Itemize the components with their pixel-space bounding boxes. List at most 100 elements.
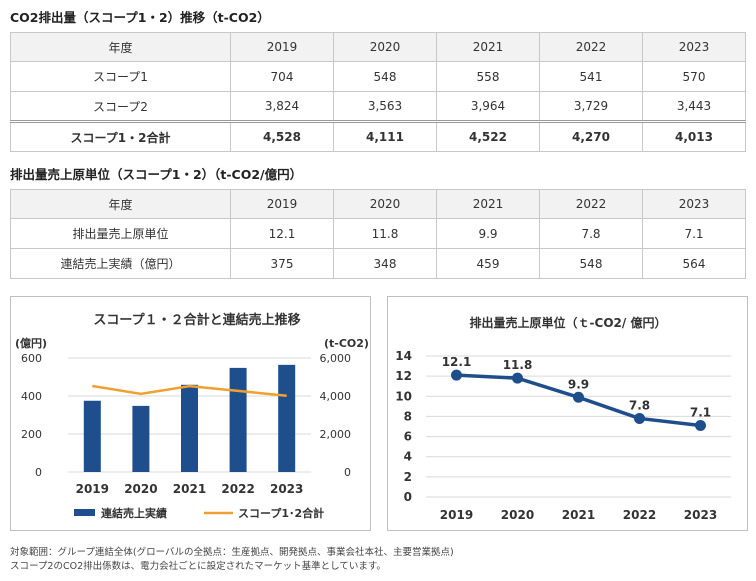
chart1-left-axis-unit: (億円)	[15, 336, 47, 350]
data-label: 9.9	[568, 377, 589, 391]
y2-tick-label: 6,000	[320, 352, 352, 365]
table-row: スコープ1 704 548 558 541 570	[10, 61, 746, 92]
y-tick-label: 0	[404, 490, 412, 504]
x-tick-label: 2019	[440, 508, 473, 522]
y-tick-label: 12	[395, 369, 412, 383]
data-label: 12.1	[442, 355, 472, 369]
table-cell: 7.1	[642, 218, 746, 249]
y-tick-label: 8	[404, 409, 412, 423]
table-total-row: スコープ1・2合計 4,528 4,111 4,522 4,270 4,013	[10, 120, 746, 152]
header-cell: 2020	[333, 32, 437, 62]
row-label: 連結売上実績（億円）	[10, 248, 231, 279]
x-tick-label: 2021	[562, 508, 595, 522]
x-tick-label: 2020	[124, 482, 157, 496]
row-label: スコープ2	[10, 91, 231, 122]
row-label: スコープ1・2合計	[10, 120, 231, 152]
x-tick-label: 2021	[173, 482, 206, 496]
data-label: 7.1	[690, 405, 711, 419]
intensity-chart: 排出量売上原単位（ｔ-CO2/ 億円） 0 2 4 6 8 10 12 14 12.1 11.8…	[395, 315, 731, 522]
sales-emissions-chart: スコープ１・２合計と連結売上推移 (億円) (t-CO2) 0 200 400 600…	[15, 312, 369, 520]
x-tick-label: 2022	[623, 508, 656, 522]
y-tick-label: 0	[35, 466, 42, 479]
y2-tick-label: 0	[344, 466, 351, 479]
point-intensity	[512, 372, 523, 384]
co2-emissions-table: 年度 2019 2020 2021 2022 2023 スコープ1 704 54…	[10, 32, 746, 152]
table-cell: 558	[436, 61, 540, 92]
line-emissions	[92, 384, 287, 397]
x-tick-label: 2019	[76, 482, 109, 496]
table-cell: 570	[642, 61, 746, 92]
table-cell: 348	[333, 248, 437, 279]
table-cell: 9.9	[436, 218, 540, 249]
x-tick-label: 2020	[501, 508, 534, 522]
table-cell: 3,964	[436, 91, 540, 122]
bar-sales	[278, 364, 296, 472]
point-intensity	[634, 412, 645, 424]
y-tick-label: 200	[21, 428, 42, 441]
y-tick-label: 600	[21, 352, 42, 365]
point-intensity	[573, 391, 584, 403]
y-tick-label: 4	[404, 450, 412, 464]
y-tick-label: 400	[21, 390, 42, 403]
table-cell: 4,528	[230, 120, 334, 152]
point-intensity	[451, 369, 462, 381]
row-label: スコープ1	[10, 61, 231, 92]
header-cell: 2019	[230, 189, 334, 219]
y-tick-label: 6	[404, 430, 412, 444]
chart2-title: 排出量売上原単位（ｔ-CO2/ 億円）	[470, 315, 667, 330]
header-cell: 2022	[539, 32, 643, 62]
data-label: 11.8	[503, 358, 533, 372]
header-cell: 2019	[230, 32, 334, 62]
bar-sales	[181, 384, 198, 472]
table-cell: 3,824	[230, 91, 334, 122]
table-cell: 459	[436, 248, 540, 279]
bar-sales	[229, 367, 247, 472]
table2-title: 排出量売上原単位（スコープ1・2）（t-CO2/億円）	[10, 167, 303, 182]
header-cell: 2020	[333, 189, 437, 219]
table-header-row: 年度 2019 2020 2021 2022 2023	[10, 32, 746, 62]
header-cell: 2023	[642, 189, 746, 219]
y-tick-label: 10	[395, 389, 412, 403]
header-cell: 2021	[436, 32, 540, 62]
x-tick-label: 2022	[221, 482, 254, 496]
chart1-right-axis-unit: (t-CO2)	[324, 337, 369, 350]
chart1-legend: 連結売上実績 スコープ1･2合計	[74, 506, 324, 520]
table-cell: 11.8	[333, 218, 437, 249]
table-cell: 548	[333, 61, 437, 92]
table-row: 連結売上実績（億円） 375 348 459 548 564	[10, 248, 746, 279]
legend-label-emissions: スコープ1･2合計	[238, 506, 324, 520]
table-cell: 4,013	[642, 120, 746, 152]
y2-tick-label: 2,000	[320, 428, 352, 441]
table-cell: 564	[642, 248, 746, 279]
table-cell: 375	[230, 248, 334, 279]
table1-title: CO2排出量（スコープ1・2）推移（t-CO2）	[10, 10, 270, 25]
x-tick-label: 2023	[684, 508, 717, 522]
legend-label-sales: 連結売上実績	[101, 506, 167, 520]
sales-emissions-chart-panel: スコープ１・２合計と連結売上推移 (億円) (t-CO2) 0 200 400 600…	[10, 296, 371, 531]
bar-sales	[83, 400, 101, 472]
x-tick-label: 2023	[270, 482, 303, 496]
table-cell: 3,729	[539, 91, 643, 122]
footnote-emission-factor: スコープ2のCO2排出係数は、電力会社ごとに設定されたマーケット基準としています…	[10, 561, 386, 572]
data-label: 7.8	[629, 398, 650, 412]
table-cell: 3,563	[333, 91, 437, 122]
legend-swatch-sales	[74, 509, 95, 516]
chart1-title: スコープ１・２合計と連結売上推移	[93, 312, 300, 328]
header-cell: 2023	[642, 32, 746, 62]
table-cell: 548	[539, 248, 643, 279]
table-header-row: 年度 2019 2020 2021 2022 2023	[10, 189, 746, 219]
y-tick-label: 2	[404, 470, 412, 484]
table-cell: 4,111	[333, 120, 437, 152]
header-cell: 2022	[539, 189, 643, 219]
row-label: 排出量売上原単位	[10, 218, 231, 249]
table-cell: 7.8	[539, 218, 643, 249]
y2-tick-label: 4,000	[320, 390, 352, 403]
footnote-scope: 対象範囲：グループ連結全体(グローバルの全拠点：生産拠点、開発拠点、事業会社本社…	[10, 547, 454, 558]
table-row: スコープ2 3,824 3,563 3,964 3,729 3,443	[10, 91, 746, 122]
table-cell: 4,522	[436, 120, 540, 152]
table-cell: 3,443	[642, 91, 746, 122]
point-intensity	[695, 419, 706, 431]
table-cell: 4,270	[539, 120, 643, 152]
header-cell: 2021	[436, 189, 540, 219]
table-cell: 12.1	[230, 218, 334, 249]
